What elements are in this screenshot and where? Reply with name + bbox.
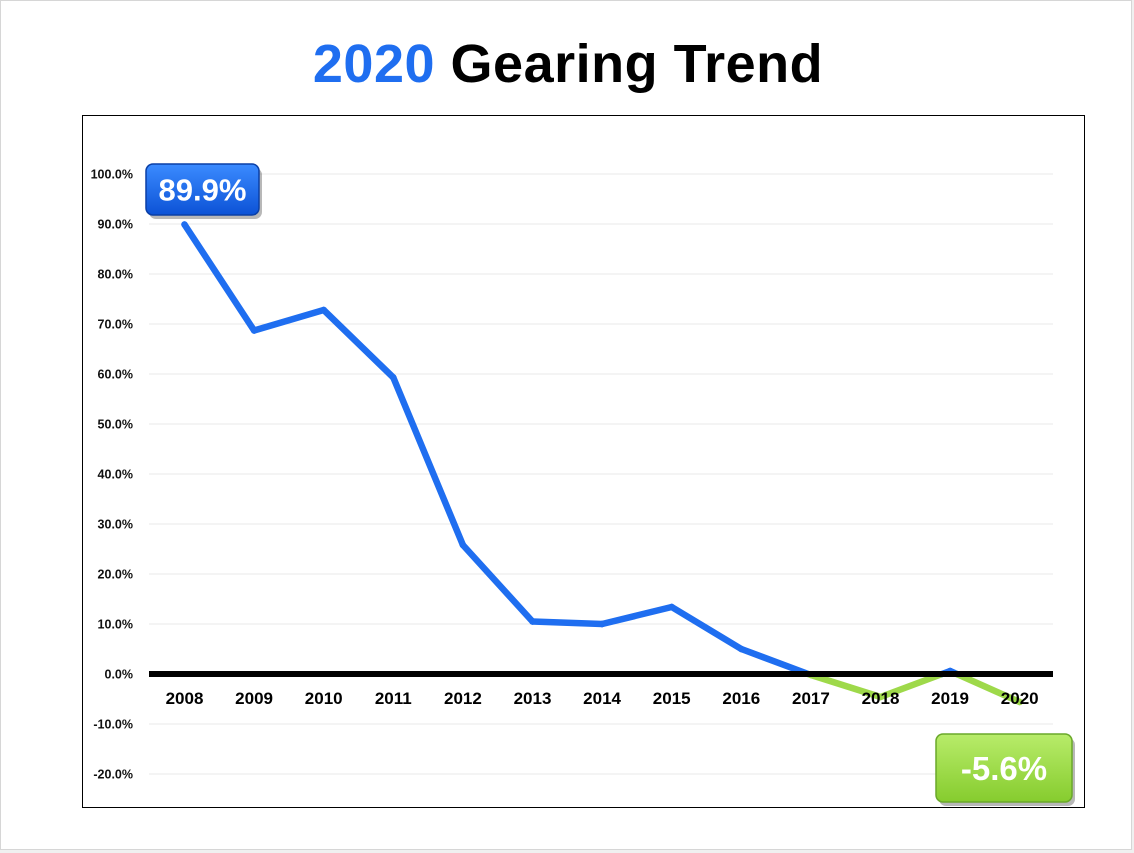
y-tick-label: 10.0%	[98, 618, 133, 632]
y-tick-label: 40.0%	[98, 468, 133, 482]
y-tick-label: -20.0%	[93, 768, 133, 782]
series-line-segment	[738, 645, 812, 678]
y-tick-label: 50.0%	[98, 418, 133, 432]
data-point	[250, 327, 258, 334]
series-line-segment	[529, 618, 606, 628]
x-tick-label: 2011	[375, 689, 412, 708]
data-point	[320, 306, 327, 314]
data-point	[459, 541, 467, 549]
data-point	[738, 645, 745, 653]
x-tick-label: 2017	[792, 689, 830, 708]
y-tick-label: 30.0%	[98, 518, 133, 532]
badge-box	[935, 733, 1073, 803]
series-line-segment	[250, 306, 327, 334]
series-line-segment	[320, 306, 397, 381]
data-point	[390, 374, 397, 381]
data-point	[877, 693, 884, 701]
x-axis-ticks: 2008 2009 2010 2011 2012 2013 2014 2015 2016 2017…	[166, 689, 1039, 708]
y-tick-label: 20.0%	[98, 568, 133, 582]
y-tick-label: 100.0%	[91, 168, 133, 182]
x-tick-label: 2013	[514, 689, 552, 708]
x-tick-label: 2014	[583, 689, 621, 708]
x-tick-label: 2008	[166, 689, 204, 708]
series-line-segment	[877, 670, 946, 701]
end-value-badge: -5.6%	[935, 733, 1075, 806]
y-tick-label: 60.0%	[98, 368, 133, 382]
y-axis-ticks: 100.0% 90.0% 80.0% 70.0% 60.0% 50.0% 40.0% 30.0…	[91, 168, 133, 782]
grid-layer	[149, 173, 1053, 775]
annotation-layer: 89.9% -5.6%	[145, 163, 1075, 806]
data-point	[1016, 698, 1023, 706]
y-tick-label: 70.0%	[98, 318, 133, 332]
chart-frame	[82, 115, 1085, 808]
x-tick-label: 2015	[653, 689, 691, 708]
data-point	[668, 603, 675, 611]
y-tick-label: 0.0%	[105, 668, 134, 682]
data-point	[529, 618, 536, 625]
series-line-segment	[807, 671, 884, 701]
badge-label: -5.6%	[961, 750, 1047, 787]
x-tick-label: 2010	[305, 689, 343, 708]
series-line-segment	[390, 374, 467, 549]
chart-title: 2020 Gearing Trend	[1, 29, 1134, 99]
series-line-segment	[953, 670, 1023, 706]
start-value-badge: 89.9%	[145, 163, 262, 219]
x-tick-label: 2009	[235, 689, 273, 708]
x-tick-label: 2012	[444, 689, 482, 708]
series-line-segment	[668, 603, 745, 653]
x-tick-label: 2019	[931, 689, 969, 708]
line-layer	[181, 221, 1023, 706]
y-tick-label: -10.0%	[93, 718, 133, 732]
y-tick-label: 80.0%	[98, 268, 133, 282]
data-point	[598, 620, 606, 628]
series-line-segment	[459, 541, 536, 625]
data-point	[181, 221, 188, 228]
title-text: Gearing Trend	[450, 34, 824, 94]
title-year: 2020	[312, 34, 436, 94]
x-tick-label: 2020	[1001, 689, 1039, 708]
badge-box	[145, 163, 260, 216]
badge-label: 89.9%	[159, 173, 247, 208]
y-tick-label: 90.0%	[98, 218, 133, 232]
series-line-segment	[181, 221, 258, 334]
x-tick-label: 2016	[722, 689, 760, 708]
series-line-segment	[598, 603, 675, 628]
x-tick-label: 2018	[862, 689, 900, 708]
